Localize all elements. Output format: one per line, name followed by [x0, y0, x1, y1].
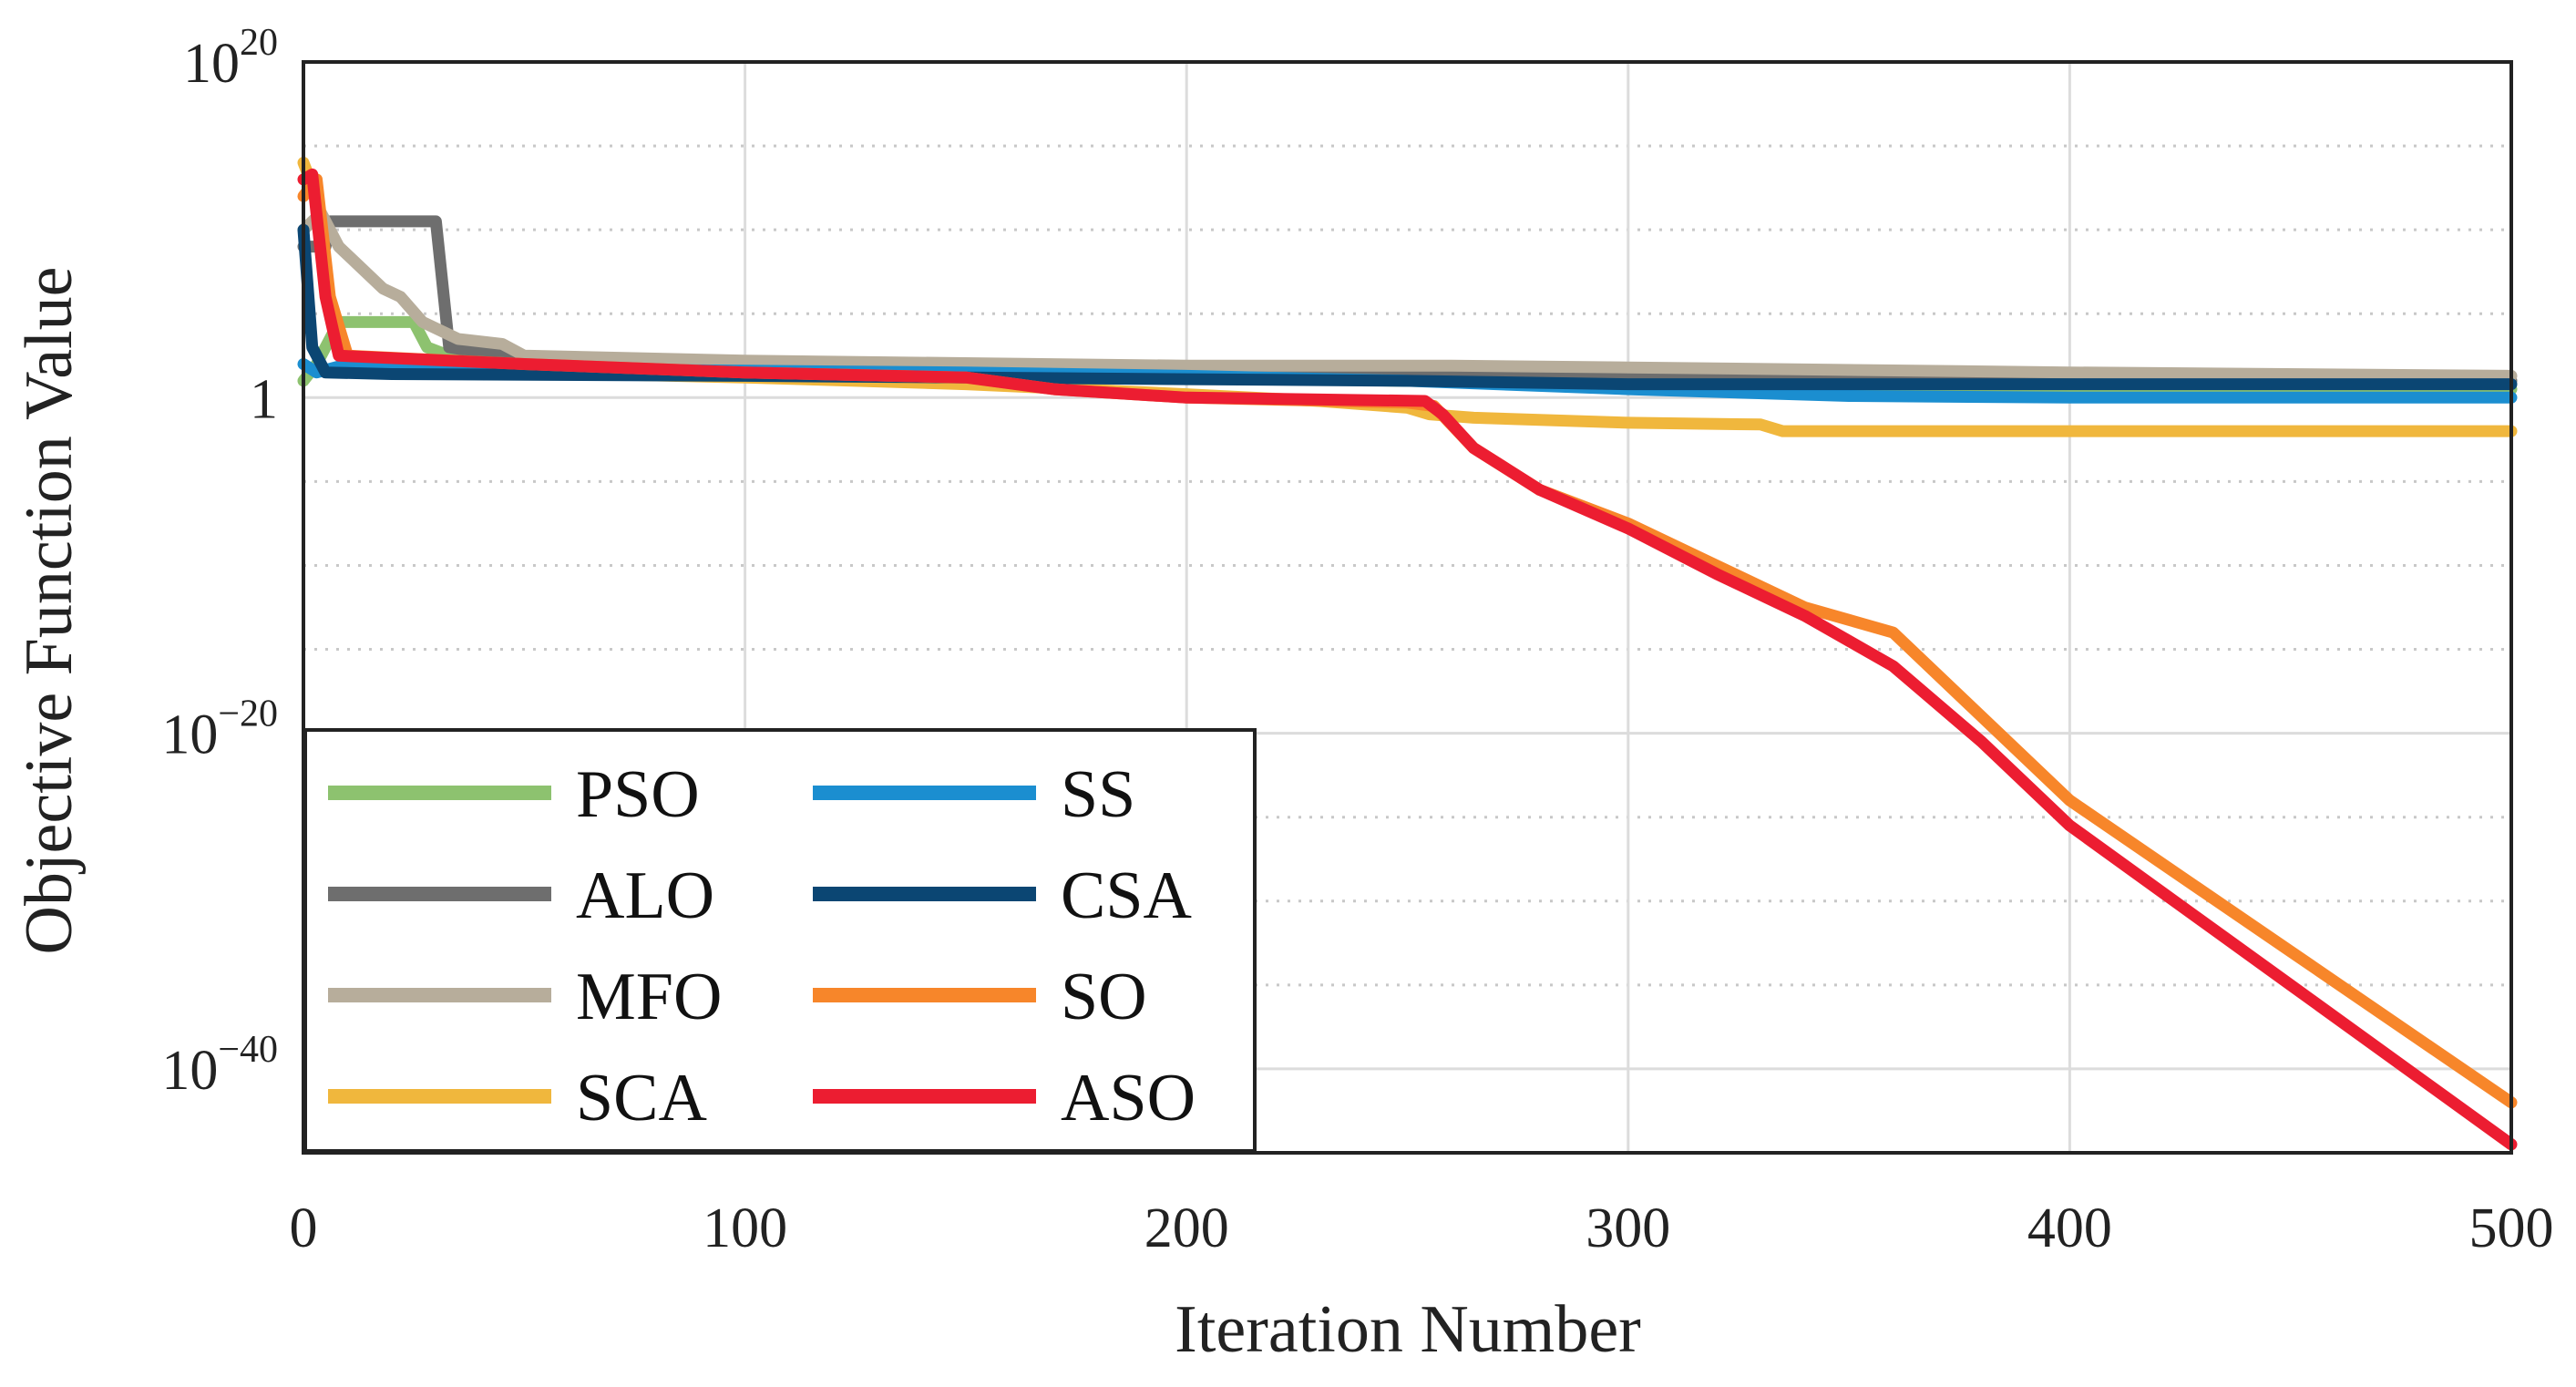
legend-label-ss: SS [1061, 757, 1135, 832]
series-line-mfo [297, 207, 2518, 382]
plot-frame [302, 60, 2513, 1155]
x-tick-label: 300 [1586, 1197, 1670, 1259]
legend-label-alo: ALO [576, 858, 714, 933]
x-tick-label: 400 [2027, 1197, 2112, 1259]
x-axis-title: Iteration Number [1175, 1292, 1641, 1367]
legend: PSO ALO MFO SCA SS CSA SO ASO [303, 728, 1257, 1153]
series-line-aso [297, 168, 2518, 1151]
x-tick-label: 200 [1144, 1197, 1229, 1259]
legend-label-pso: PSO [576, 757, 700, 832]
legend-label-csa: CSA [1061, 858, 1192, 933]
x-tick-label: 0 [290, 1197, 318, 1259]
legend-label-so: SO [1061, 960, 1147, 1034]
y-tick-label: 1020 [183, 22, 278, 95]
y-tick-label: 1 [250, 368, 278, 430]
y-tick-label: 10−20 [161, 694, 278, 766]
y-axis-title: Objective Function Value [12, 267, 87, 955]
legend-label-aso: ASO [1061, 1061, 1196, 1135]
legend-label-mfo: MFO [576, 960, 722, 1034]
series-lines [297, 157, 2518, 1151]
x-tick-labels: 0 100 200 300 400 500 [290, 1197, 2554, 1259]
y-tick-label: 10−40 [161, 1029, 278, 1102]
y-tick-labels: 1020 1 10−20 10−40 [161, 22, 278, 1102]
x-tick-label: 100 [703, 1197, 787, 1259]
x-tick-label: 500 [2469, 1197, 2554, 1259]
legend-label-sca: SCA [576, 1061, 707, 1135]
